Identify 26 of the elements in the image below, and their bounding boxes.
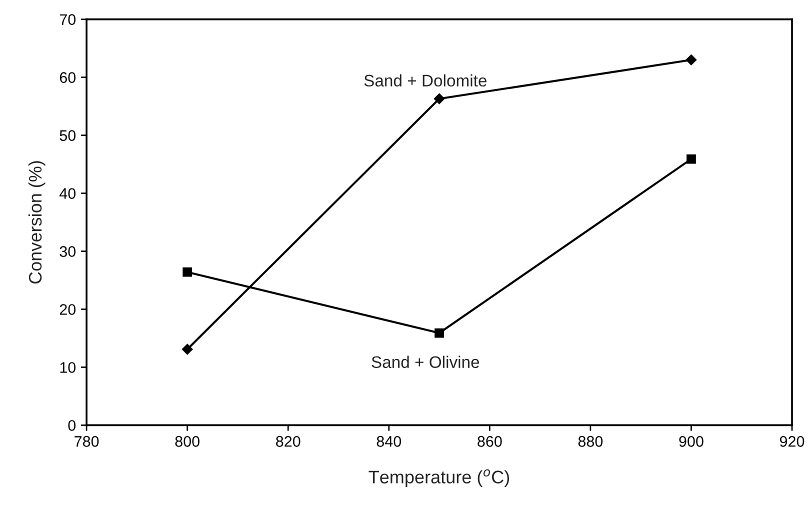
x-tick-label: 800 <box>175 436 200 447</box>
y-tick-label: 70 <box>60 14 76 25</box>
x-tick-label: 820 <box>276 436 300 447</box>
y-tick-label: 60 <box>60 72 76 83</box>
point <box>434 328 444 338</box>
point <box>434 93 445 104</box>
x-tick-label: 920 <box>780 436 804 447</box>
x-tick-label: 880 <box>578 436 603 447</box>
point <box>686 154 696 164</box>
y-tick-label: 0 <box>68 420 76 431</box>
y-tick-label: 50 <box>60 130 76 141</box>
x-axis-title: Temperature ($^{o}$C) <box>368 469 510 488</box>
x-tick-label: 780 <box>74 436 99 447</box>
y-tick-label: 40 <box>60 188 76 199</box>
x-tick-label: 860 <box>478 436 502 447</box>
series-label: Sand + Dolomite <box>364 74 486 87</box>
point <box>182 267 192 277</box>
point <box>182 344 193 355</box>
y-tick-label: 10 <box>60 362 76 373</box>
x-tick-label: 840 <box>376 436 402 447</box>
x-tick-label: 900 <box>679 436 704 447</box>
point <box>686 54 697 66</box>
y-tick-label: 20 <box>60 304 76 315</box>
series-label: Sand + Olivine <box>372 356 480 368</box>
y-axis-title: Conversion (%) <box>28 161 46 284</box>
y-tick-label: 30 <box>60 246 76 257</box>
